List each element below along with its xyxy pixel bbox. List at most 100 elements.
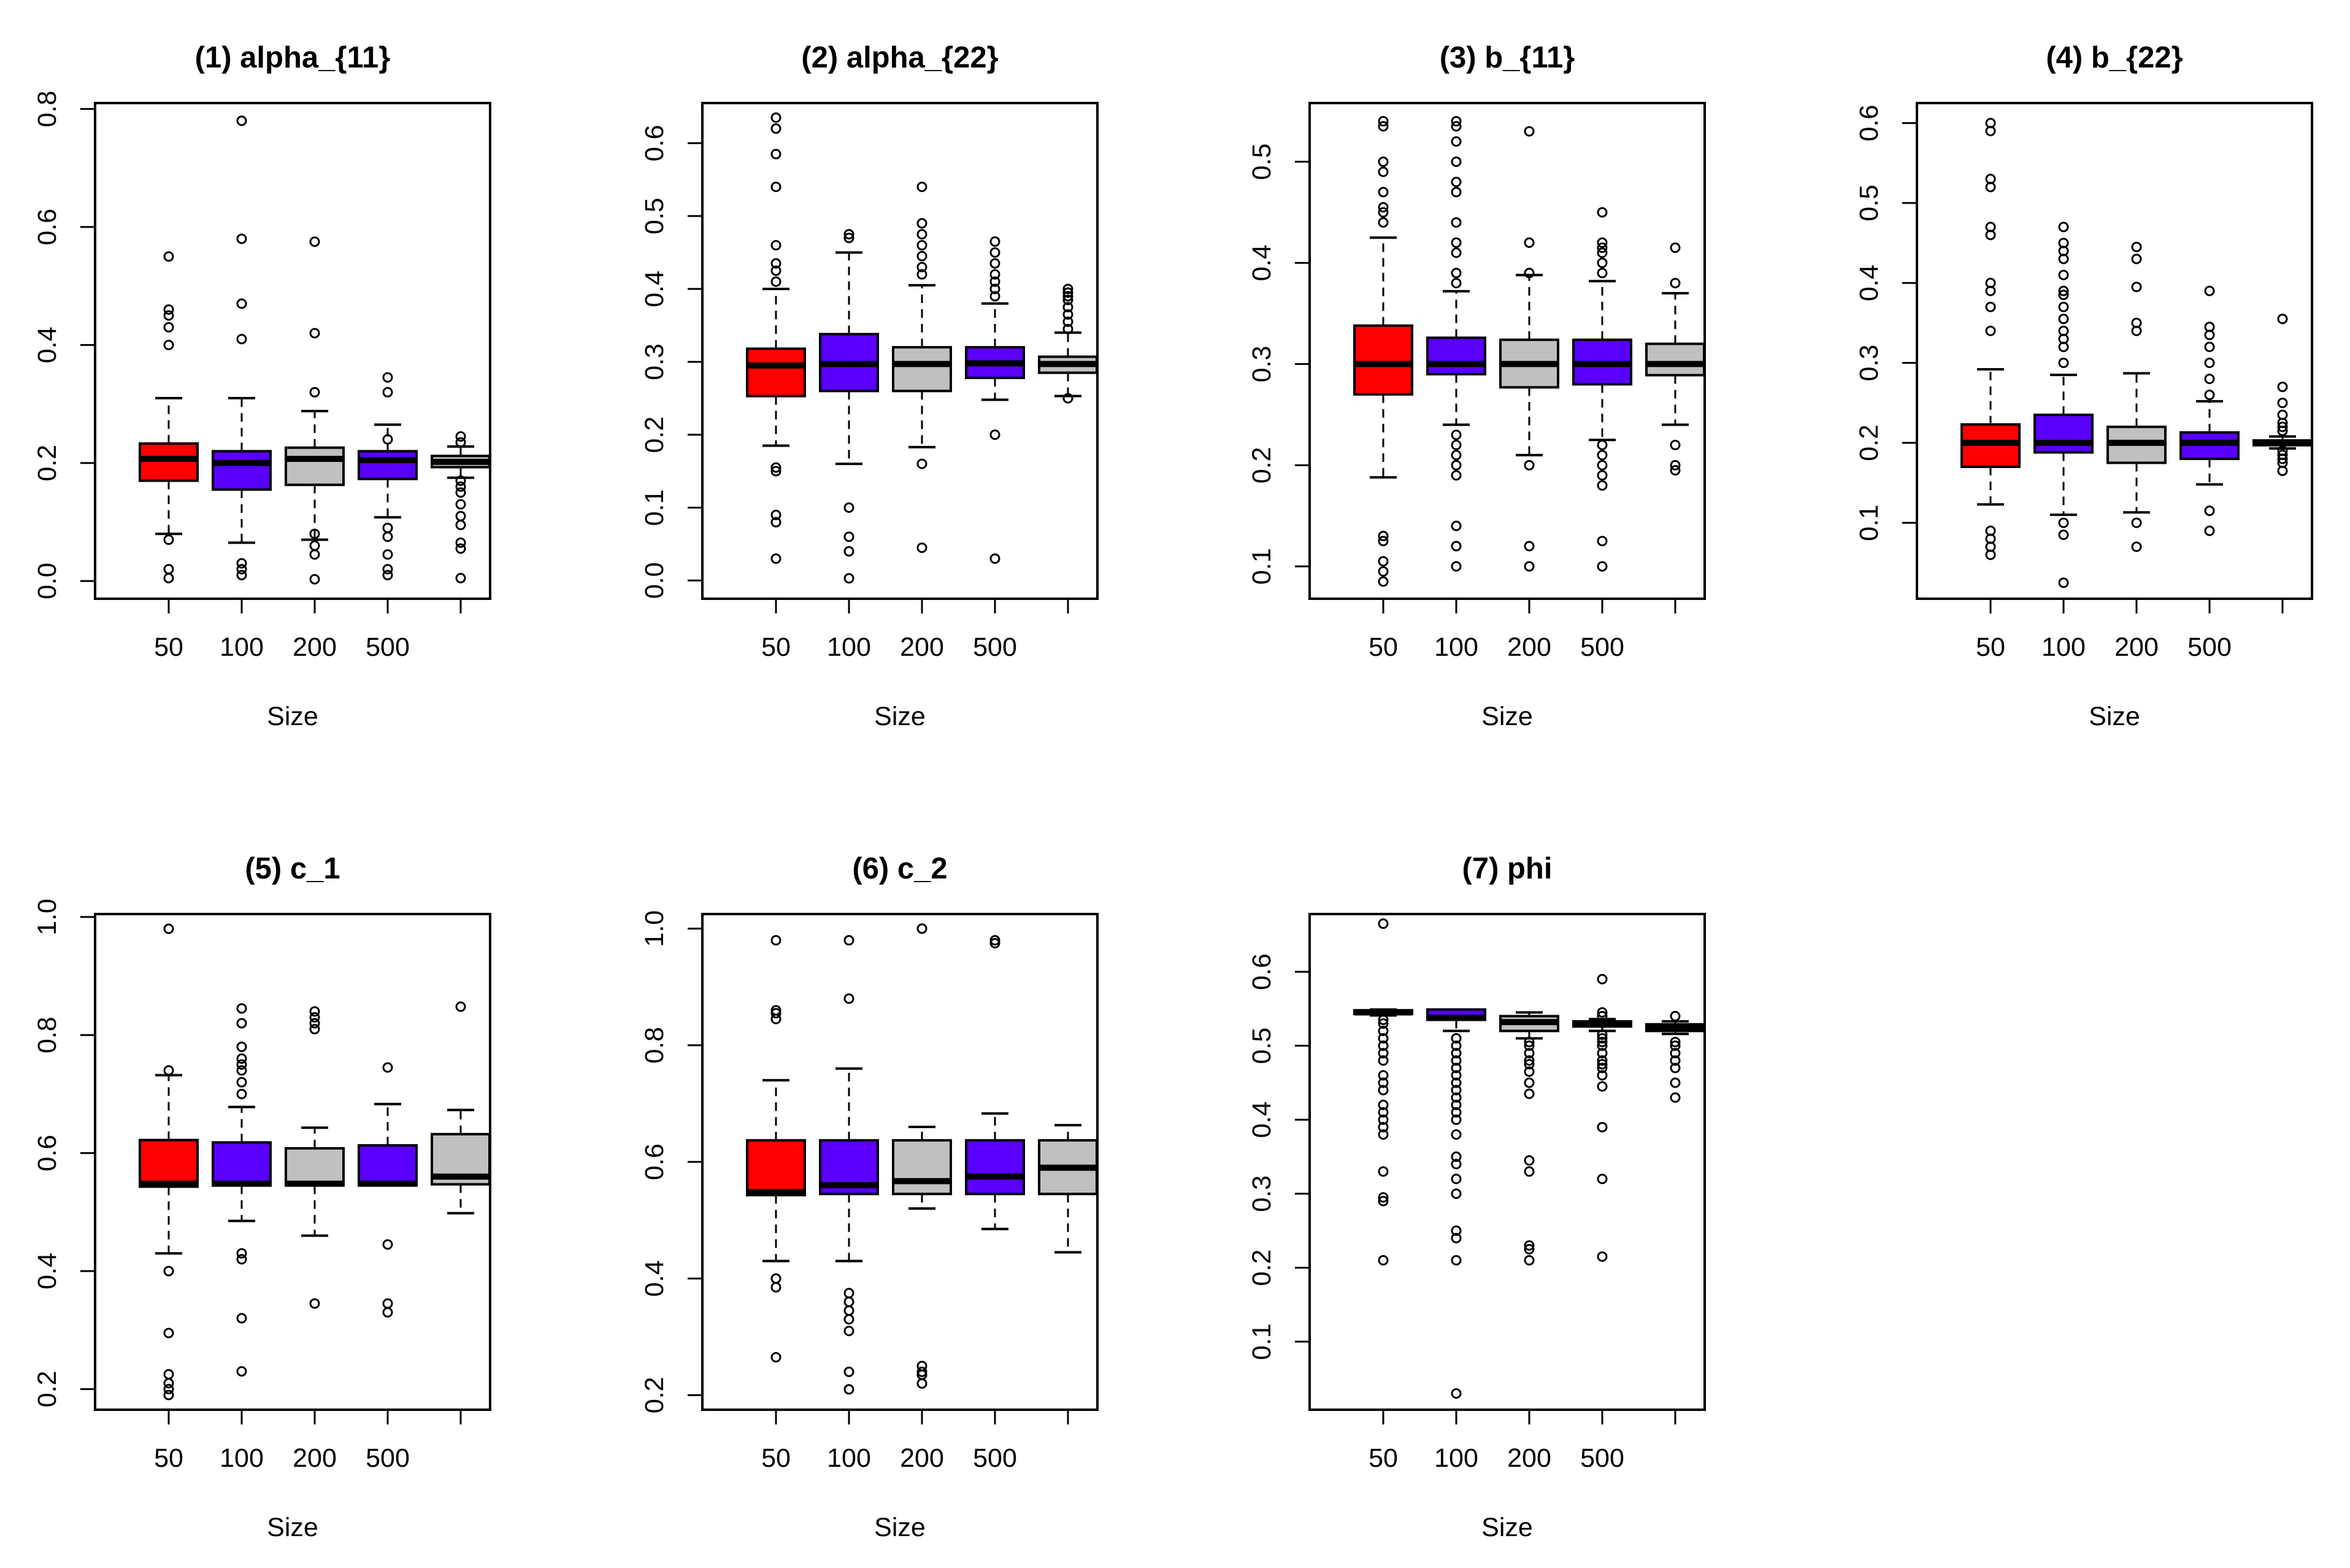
outlier-point <box>1985 325 1996 336</box>
outlier-point <box>163 322 174 333</box>
box-3 <box>1499 126 1559 572</box>
outlier-point <box>1597 1040 1608 1051</box>
box-4 <box>965 935 1025 1231</box>
outlier-point <box>2204 341 2215 352</box>
outlier-point <box>989 553 1000 564</box>
outlier-point <box>1378 1085 1389 1096</box>
outlier-point <box>1378 166 1389 177</box>
box-3 <box>285 1006 345 1309</box>
outlier-point <box>843 1326 854 1337</box>
outlier-point <box>916 1361 927 1372</box>
outlier-point <box>916 923 927 934</box>
outlier-point <box>236 1059 247 1070</box>
outlier-point <box>455 510 466 521</box>
outlier-point <box>1378 1026 1389 1037</box>
box-1 <box>746 112 806 564</box>
outlier-point <box>1378 1196 1389 1207</box>
outlier-point <box>843 573 854 584</box>
y-tick-label: 0.4 <box>33 1253 62 1289</box>
outlier-point <box>1524 540 1535 551</box>
outlier-point <box>455 481 466 492</box>
outlier-point <box>163 1065 174 1076</box>
outlier-point <box>1985 277 1996 288</box>
outlier-point <box>236 1088 247 1099</box>
outlier-point <box>163 310 174 321</box>
box-1 <box>746 935 806 1362</box>
outlier-point <box>236 1313 247 1324</box>
outlier-point <box>916 1366 927 1377</box>
outlier-point <box>163 1383 174 1394</box>
outlier-point <box>2204 285 2215 296</box>
outlier-point <box>1670 1092 1681 1103</box>
iqr-box <box>2033 413 2094 454</box>
outlier-point <box>1378 121 1389 132</box>
x-axis-label: Size <box>267 1513 318 1542</box>
outlier-point <box>163 251 174 262</box>
outlier-point <box>455 487 466 498</box>
outlier-point <box>1451 156 1462 167</box>
y-tick-label: 1.0 <box>33 899 62 936</box>
outlier-point <box>1524 1059 1535 1070</box>
box-2 <box>1426 1008 1486 1399</box>
x-tick-label: 50 <box>1976 632 2005 662</box>
y-tick-label: 0.1 <box>640 490 669 526</box>
iqr-box <box>1426 336 1486 375</box>
box-2 <box>1426 116 1486 572</box>
outlier-point <box>455 572 466 583</box>
outlier-point <box>1378 1070 1389 1081</box>
outlier-point <box>236 564 247 575</box>
outlier-point <box>2204 505 2215 517</box>
outlier-point <box>2058 517 2069 528</box>
plot-frame <box>94 102 491 600</box>
outlier-point <box>1451 1255 1462 1266</box>
outlier-point <box>1378 1077 1389 1088</box>
outlier-point <box>1451 1077 1462 1088</box>
outlier-point <box>1524 1037 1535 1048</box>
outlier-point <box>1378 186 1389 198</box>
outlier-point <box>843 935 854 946</box>
outlier-point <box>1451 1151 1462 1163</box>
x-tick-label: 200 <box>900 632 944 662</box>
outlier-point <box>1378 1166 1389 1177</box>
outlier-point <box>236 1018 247 1029</box>
box-5 <box>1038 283 1098 404</box>
outlier-point <box>382 549 393 560</box>
outlier-point <box>1524 237 1535 248</box>
outlier-point <box>770 1273 781 1284</box>
outlier-point <box>236 115 247 126</box>
outlier-point <box>2058 269 2069 280</box>
box-4 <box>358 1062 418 1318</box>
outlier-point <box>1597 237 1608 248</box>
iqr-box <box>139 442 199 482</box>
outlier-point <box>770 509 781 520</box>
outlier-point <box>1524 1066 1535 1077</box>
outlier-point <box>1062 294 1073 306</box>
outlier-point <box>163 534 174 545</box>
outlier-point <box>1378 207 1389 218</box>
y-tick-label: 0.8 <box>33 1017 62 1053</box>
box-3 <box>1499 1011 1559 1266</box>
outlier-point <box>843 546 854 557</box>
y-tick-label: 0.2 <box>33 1370 62 1407</box>
outlier-point <box>309 328 320 339</box>
outlier-point <box>2277 421 2288 432</box>
box-1 <box>1960 118 2021 560</box>
outlier-point <box>1451 237 1462 248</box>
outlier-point <box>382 434 393 445</box>
outlier-point <box>236 334 247 345</box>
outlier-point <box>1524 267 1535 279</box>
outlier-point <box>382 372 393 383</box>
outlier-point <box>1597 439 1608 450</box>
outlier-point <box>770 240 781 251</box>
outlier-point <box>382 570 393 581</box>
y-tick-label: 0.3 <box>1247 346 1277 383</box>
x-tick-label: 200 <box>1507 1443 1551 1473</box>
outlier-point <box>1451 116 1462 127</box>
outlier-point <box>163 1328 174 1339</box>
outlier-point <box>989 283 1000 294</box>
box-1 <box>139 923 199 1401</box>
outlier-point <box>1451 1225 1462 1236</box>
x-tick-label: 200 <box>2114 632 2159 662</box>
y-tick-label: 1.0 <box>640 910 669 947</box>
